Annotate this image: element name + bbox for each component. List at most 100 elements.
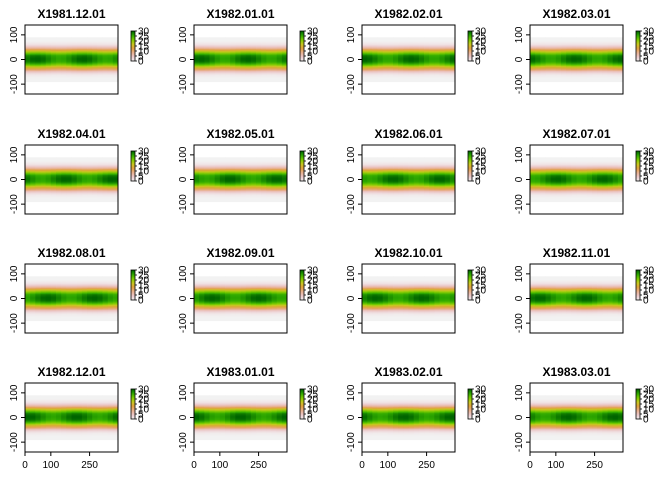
heat-cell bbox=[214, 200, 221, 203]
heat-cell bbox=[214, 54, 221, 57]
heat-cell bbox=[76, 193, 83, 195]
heat-cell bbox=[209, 164, 216, 167]
heat-cell bbox=[30, 65, 36, 68]
heat-cell bbox=[612, 55, 619, 58]
heat-cell bbox=[225, 50, 231, 53]
heat-cell bbox=[107, 193, 114, 195]
heat-cell bbox=[61, 193, 67, 195]
heat-cell bbox=[372, 174, 378, 177]
heat-cell bbox=[382, 186, 389, 189]
heat-cell bbox=[230, 186, 236, 189]
heat-cell bbox=[30, 39, 36, 42]
heat-cell bbox=[56, 179, 62, 182]
heat-cell bbox=[266, 199, 272, 201]
heat-cell bbox=[261, 71, 267, 74]
heat-cell bbox=[429, 159, 435, 162]
heat-cell bbox=[87, 190, 93, 193]
heat-cell bbox=[393, 43, 399, 46]
heat-cell bbox=[266, 189, 272, 191]
heat-cell bbox=[413, 188, 420, 190]
legend-swatch bbox=[468, 160, 472, 162]
heat-cell bbox=[535, 80, 541, 83]
heat-cell bbox=[581, 197, 588, 200]
heat-cell bbox=[540, 196, 546, 199]
heat-cell bbox=[87, 77, 93, 80]
heat-cell bbox=[444, 172, 451, 174]
heat-cell bbox=[576, 75, 583, 78]
heat-cell bbox=[602, 200, 608, 203]
heat-cell bbox=[25, 200, 31, 203]
heat-cell bbox=[617, 71, 624, 74]
heat-cell bbox=[209, 73, 216, 75]
heat-cell bbox=[250, 193, 257, 195]
heat-cell bbox=[102, 48, 109, 51]
heat-cell bbox=[530, 60, 536, 63]
heat-cell bbox=[444, 168, 451, 171]
heat-cell bbox=[76, 165, 83, 168]
heat-cell bbox=[429, 180, 435, 183]
heat-cell bbox=[261, 167, 267, 169]
heat-cell bbox=[112, 191, 119, 194]
heat-cell bbox=[245, 172, 252, 174]
heat-cell bbox=[194, 54, 200, 57]
heat-cell bbox=[424, 64, 430, 67]
heat-cell bbox=[199, 39, 205, 42]
heat-cell bbox=[256, 70, 262, 73]
heat-cell bbox=[204, 47, 210, 49]
heat-cell bbox=[429, 200, 435, 203]
heat-cell bbox=[87, 60, 93, 63]
heat-cell bbox=[393, 69, 399, 71]
heat-cell bbox=[424, 190, 430, 193]
heat-cell bbox=[602, 37, 608, 39]
heat-cell bbox=[30, 170, 36, 173]
legend-swatch bbox=[468, 51, 472, 53]
heat-cell bbox=[261, 59, 267, 62]
heat-cell bbox=[266, 50, 272, 53]
heat-cell bbox=[449, 180, 456, 183]
heat-cell bbox=[112, 199, 119, 201]
heat-cell bbox=[530, 69, 536, 71]
legend-swatch bbox=[300, 44, 304, 46]
heat-cell bbox=[413, 59, 420, 62]
heat-cell bbox=[199, 52, 205, 54]
heat-cell bbox=[40, 65, 47, 68]
heat-cell bbox=[97, 191, 103, 194]
heat-cell bbox=[382, 58, 389, 60]
heat-cell bbox=[429, 55, 435, 58]
legend-swatch bbox=[468, 42, 472, 44]
heat-cell bbox=[256, 163, 262, 166]
heat-cell bbox=[214, 157, 221, 159]
heat-cell bbox=[256, 63, 262, 65]
heat-cell bbox=[555, 77, 562, 80]
y-tick-label: 100 bbox=[178, 26, 189, 43]
legend-tick-label: 10 bbox=[643, 47, 655, 58]
heat-cell bbox=[403, 71, 409, 74]
heat-cell bbox=[271, 180, 278, 183]
heat-cell bbox=[61, 191, 67, 194]
heat-cell bbox=[71, 193, 78, 195]
heat-cell bbox=[256, 161, 262, 163]
heat-cell bbox=[418, 167, 425, 169]
heat-cell bbox=[545, 61, 552, 64]
heat-cell bbox=[382, 180, 389, 183]
heat-cell bbox=[398, 43, 404, 46]
heat-cell bbox=[281, 48, 288, 51]
heat-cell bbox=[50, 43, 57, 46]
heat-cell bbox=[204, 60, 210, 63]
heat-cell bbox=[602, 58, 608, 60]
heat-cell bbox=[362, 195, 368, 198]
heat-cell bbox=[245, 199, 252, 201]
heat-cell bbox=[576, 199, 583, 201]
heat-cell bbox=[276, 44, 283, 47]
heat-cell bbox=[194, 191, 200, 194]
heat-cell bbox=[535, 53, 541, 55]
heat-cell bbox=[530, 68, 536, 70]
heat-cell bbox=[592, 60, 598, 63]
heat-cell bbox=[571, 74, 577, 76]
heat-cell bbox=[586, 37, 593, 39]
heat-cell bbox=[204, 41, 210, 43]
heat-cell bbox=[81, 53, 88, 55]
